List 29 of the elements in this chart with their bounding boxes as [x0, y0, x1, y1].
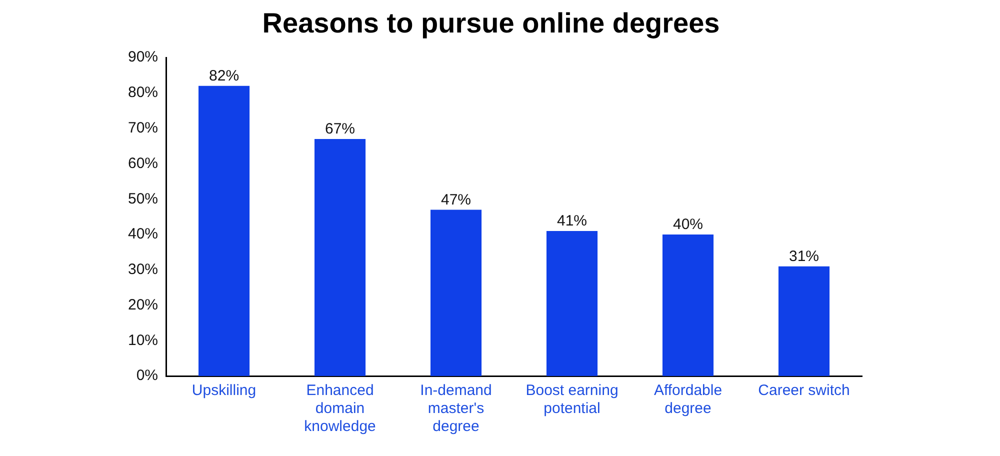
y-tick-label: 10%: [128, 332, 158, 349]
y-tick-label: 30%: [128, 261, 158, 278]
x-tick-label: Affordable degree: [654, 382, 722, 418]
x-tick-label: Career switch: [758, 382, 850, 400]
x-tick-label: Upskilling: [192, 382, 256, 400]
y-tick-label: 60%: [128, 154, 158, 172]
y-tick-label: 40%: [128, 226, 158, 243]
y-tick-label: 50%: [128, 190, 158, 208]
x-tick-label: Boost earning potential: [526, 382, 618, 418]
data-label: 31%: [788, 248, 820, 265]
y-tick-label: 20%: [128, 296, 158, 314]
data-label: 47%: [440, 191, 472, 208]
bar: [662, 234, 714, 376]
data-label: 41%: [556, 212, 588, 230]
bar: [430, 210, 482, 376]
bar: [198, 86, 250, 376]
y-tick-label: 90%: [128, 48, 158, 66]
x-tick-label: In-demand master's degree: [420, 382, 492, 436]
x-tick-label: Enhanced domain knowledge: [304, 382, 376, 436]
data-label: 82%: [209, 68, 240, 85]
data-label: 67%: [325, 120, 356, 138]
bar: [314, 138, 366, 376]
data-label: 40%: [672, 216, 704, 234]
bar: [778, 266, 830, 376]
y-tick-label: 0%: [136, 367, 158, 384]
chart-title: Reasons to pursue online degrees: [262, 8, 720, 39]
bar: [546, 230, 598, 376]
y-tick-label: 80%: [128, 84, 158, 102]
y-tick-label: 70%: [128, 119, 158, 136]
